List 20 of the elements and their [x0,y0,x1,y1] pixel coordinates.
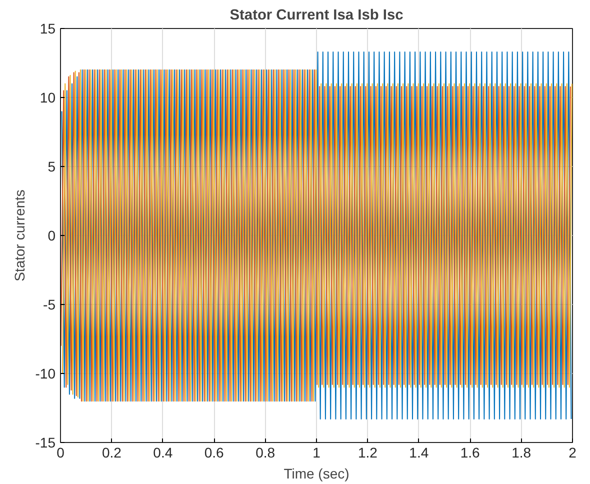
y-tick-label: 5 [48,158,56,174]
x-tick-label: 0.4 [153,444,173,460]
y-tick-label: 15 [40,20,56,36]
x-tick-label: 1.6 [460,444,480,460]
x-axis-title: Time (sec) [284,466,350,482]
y-tick-label: 0 [48,228,56,244]
y-tick-label: -15 [35,434,56,450]
x-tick-label: 0.6 [204,444,224,460]
y-tick-label: -10 [35,366,56,382]
x-tick-label: 1.8 [512,444,532,460]
x-tick-label: 0.8 [256,444,276,460]
y-axis-title: Stator currents [11,190,28,282]
chart-title: Stator Current Isa Isb Isc [230,8,404,24]
x-tick-label: 0.2 [102,444,122,460]
y-tick-label: -5 [43,296,56,312]
x-tick-label: 1.4 [409,444,429,460]
x-tick-label: 2 [568,444,577,460]
x-tick-label: 1 [312,444,321,460]
y-tick-label: 10 [40,90,56,106]
x-tick-label: 1.2 [358,444,378,460]
